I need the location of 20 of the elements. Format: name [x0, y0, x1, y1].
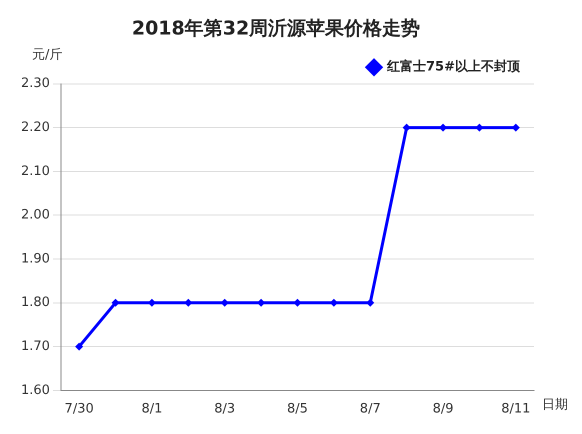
y-tick-label: 2.00 — [20, 208, 50, 223]
y-tick-label: 2.30 — [20, 76, 50, 92]
x-tick-label: 8/11 — [501, 402, 530, 417]
y-tick-label: 2.20 — [20, 120, 50, 135]
y-tick-label: 1.70 — [20, 338, 50, 354]
y-tick-label: 1.90 — [20, 251, 50, 266]
y-tick-label: 1.80 — [20, 295, 50, 310]
x-tick-label: 8/7 — [360, 402, 381, 417]
point — [75, 342, 84, 351]
y-tick-label: 2.10 — [20, 164, 50, 179]
x-tick-label: 8/9 — [432, 402, 454, 417]
y-tick-label: 1.60 — [20, 382, 50, 398]
x-tick-label: 8/3 — [214, 402, 236, 417]
x-tick-label: 8/5 — [287, 402, 308, 417]
chart-title: 2018年第32周沂源苹果价格走势 — [132, 17, 420, 40]
x-axis-title: 日期 — [542, 397, 568, 412]
y-axis-title: 元/斤 — [32, 48, 62, 63]
x-tick-label: 7/30 — [64, 402, 94, 417]
legend-label: 红富士75#以上不封顶 — [386, 58, 521, 75]
x-tick-label: 8/1 — [141, 402, 162, 417]
